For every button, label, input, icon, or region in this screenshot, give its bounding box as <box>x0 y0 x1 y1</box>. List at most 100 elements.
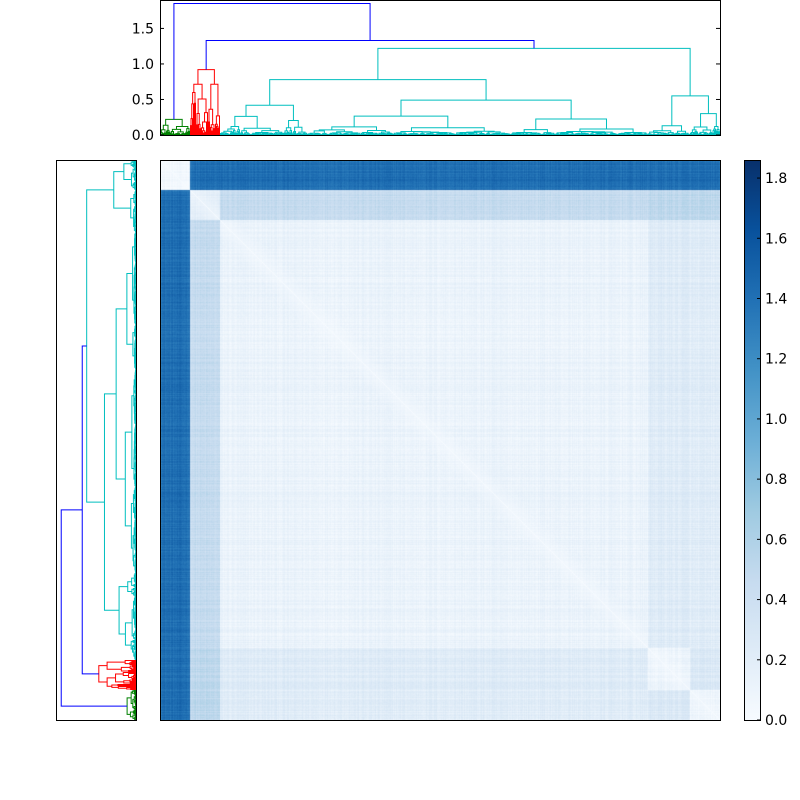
dendrogram-link <box>199 128 201 135</box>
dendrogram-link <box>378 133 380 135</box>
dendrogram-link <box>132 710 135 714</box>
colorbar: 0.0 0.2 0.4 0.6 0.8 1.0 1.2 1.4 1.6 1.8 <box>744 160 787 729</box>
top-y-tick-label: 1.0 <box>132 57 154 73</box>
dendrogram-link <box>696 132 698 135</box>
dendrogram-link <box>460 132 467 134</box>
top-dendrogram-links <box>160 3 720 136</box>
dendrogram-link <box>542 133 544 135</box>
dendrogram-link <box>279 132 284 135</box>
dendrogram-link <box>166 129 170 133</box>
dendrogram-link <box>133 173 136 181</box>
dendrogram-link <box>133 574 136 582</box>
dendrogram-link <box>292 133 294 135</box>
dendrogram-link <box>166 131 168 135</box>
dendrogram-link <box>284 132 286 135</box>
dendrogram-link <box>60 509 128 707</box>
dendrogram-link <box>208 121 210 135</box>
dendrogram-link <box>367 132 378 134</box>
heatmap <box>160 160 721 721</box>
colorbar-tick: 0.4 <box>757 593 787 609</box>
dendrogram-link <box>403 133 407 135</box>
dendrogram-link <box>134 714 136 716</box>
dendrogram-link <box>194 102 196 135</box>
dendrogram-link <box>134 631 136 636</box>
dendrogram-link <box>313 130 325 134</box>
dendrogram-link <box>690 132 693 135</box>
dendrogram-link <box>353 115 449 128</box>
dendrogram-link <box>190 125 192 135</box>
dendrogram-link <box>134 495 136 502</box>
dendrogram-link <box>123 163 132 180</box>
dendrogram-link <box>677 133 679 135</box>
dendrogram-link <box>224 133 226 135</box>
dendrogram-link <box>699 131 707 134</box>
top-dendrogram-frame <box>160 0 721 136</box>
dendrogram-link <box>517 132 525 135</box>
dendrogram-link <box>210 83 219 116</box>
dendrogram-link <box>389 133 391 135</box>
dendrogram-link <box>479 133 484 135</box>
dendrogram-link <box>660 132 667 135</box>
dendrogram-link <box>133 667 136 669</box>
dendrogram-link <box>131 395 134 470</box>
colorbar-tick: 0.6 <box>757 532 787 548</box>
dendrogram-link <box>243 127 271 131</box>
dendrogram-link <box>130 503 134 549</box>
dendrogram-link <box>486 133 488 135</box>
dendrogram-link <box>132 640 136 643</box>
dendrogram-link <box>261 133 267 135</box>
colorbar-tick-label: 0.0 <box>765 713 787 729</box>
dendrogram-link <box>714 126 719 130</box>
dendrogram-link <box>240 133 242 135</box>
dendrogram-link <box>133 647 135 657</box>
dendrogram-link <box>134 644 136 646</box>
dendrogram-link <box>233 129 236 135</box>
colorbar-tick-label: 1.0 <box>765 412 787 428</box>
dendrogram-link <box>134 604 136 607</box>
dendrogram-link <box>134 186 136 190</box>
dendrogram-link <box>292 132 295 135</box>
left-dendrogram <box>56 160 137 721</box>
colorbar-tick: 1.4 <box>757 291 787 307</box>
dendrogram-link <box>202 121 207 135</box>
dendrogram-link <box>230 132 232 135</box>
dendrogram-link <box>131 665 136 667</box>
colorbar-tick: 0.8 <box>757 472 787 488</box>
dendrogram-link <box>712 132 714 135</box>
dendrogram-link <box>691 133 693 135</box>
heatmap-matrix-image <box>160 160 720 720</box>
dendrogram-link <box>269 79 487 106</box>
dendrogram-link <box>667 133 670 135</box>
dendrogram-link <box>134 166 136 168</box>
colorbar-tick-label: 0.2 <box>765 653 787 669</box>
dendrogram-link <box>133 457 135 480</box>
dendrogram-link <box>217 127 219 135</box>
dendrogram-link <box>177 131 184 134</box>
colorbar-ticks: 0.0 0.2 0.4 0.6 0.8 1.0 1.2 1.4 1.6 1.8 <box>757 171 787 729</box>
dendrogram-link <box>716 129 720 132</box>
dendrogram-link <box>410 127 485 132</box>
dendrogram-link <box>134 695 136 699</box>
dendrogram-link <box>288 119 299 128</box>
dendrogram-link <box>245 104 294 121</box>
dendrogram-link <box>488 133 491 135</box>
dendrogram-link <box>188 130 190 135</box>
dendrogram-link <box>126 687 136 690</box>
dendrogram-link <box>133 385 135 407</box>
dendrogram-link <box>134 594 136 596</box>
dendrogram-link <box>210 124 215 129</box>
dendrogram-link <box>134 206 136 213</box>
dendrogram-link <box>354 132 361 135</box>
top-dendrogram: 0.0 0.5 1.0 1.5 <box>132 0 721 144</box>
dendrogram-link <box>679 133 681 135</box>
dendrogram-link <box>691 129 697 133</box>
dendrogram-link <box>133 286 135 314</box>
heatmap-frame <box>160 160 721 721</box>
dendrogram-link <box>296 133 302 135</box>
dendrogram-link <box>134 169 136 171</box>
top-y-tick-label: 0.5 <box>132 92 154 108</box>
dendrogram-link <box>118 586 128 635</box>
dendrogram-link <box>134 352 136 355</box>
dendrogram-link <box>276 133 278 135</box>
dendrogram-link <box>198 123 201 135</box>
